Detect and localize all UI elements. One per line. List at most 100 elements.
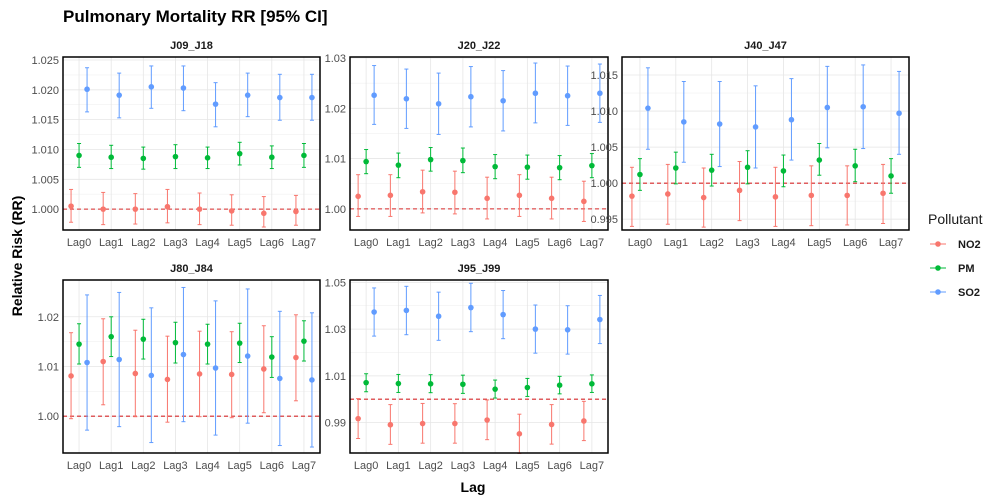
point-so2: [371, 92, 377, 99]
panel-j09-j18: 1.000 1.005 1.010 1.015 1.020 1.025 Lag0 Lag1 La…: [31, 40, 321, 249]
point-so2: [435, 313, 442, 320]
point-so2: [597, 90, 603, 97]
legend-item-so2: SO2: [930, 287, 980, 299]
point-pm: [492, 163, 498, 170]
x-tick-label: Lag3: [163, 460, 187, 472]
point-pm: [460, 157, 466, 164]
point-pm: [363, 379, 369, 386]
point-so2: [116, 356, 122, 363]
point-so2: [212, 365, 219, 371]
point-no2: [100, 206, 106, 212]
facet-label: J80_J84: [170, 263, 214, 275]
x-tick-label: Lag6: [547, 460, 571, 472]
x-tick-label: Lag5: [227, 460, 251, 472]
x-tick-label: Lag2: [131, 460, 155, 472]
point-no2: [355, 193, 361, 200]
x-tick-label: Lag1: [664, 237, 688, 249]
x-tick-label: Lag4: [771, 237, 795, 249]
point-so2: [244, 353, 251, 359]
point-so2: [277, 375, 283, 382]
x-tick-label: Lag7: [580, 237, 604, 249]
point-no2: [419, 420, 426, 427]
point-so2: [403, 95, 410, 102]
point-no2: [419, 188, 426, 195]
point-no2: [132, 206, 139, 212]
point-so2: [148, 372, 155, 379]
point-no2: [293, 354, 299, 361]
x-tick-label: Lag7: [292, 237, 316, 249]
y-tick-label: 1.01: [325, 154, 346, 166]
point-no2: [387, 192, 394, 199]
point-pm: [427, 381, 434, 387]
legend-item-no2: NO2: [930, 239, 981, 251]
point-no2: [880, 190, 886, 197]
panel-border: [349, 56, 609, 231]
panel-background: [622, 57, 909, 230]
x-tick-label: Lag0: [628, 237, 652, 249]
point-so2: [84, 86, 90, 93]
point-so2: [500, 311, 506, 318]
point-pm: [172, 339, 179, 346]
x-tick-label: Lag5: [515, 460, 539, 472]
point-so2: [468, 93, 474, 100]
point-pm: [780, 168, 787, 174]
panel-background: [350, 57, 608, 230]
y-tick-label: 1.03: [325, 53, 346, 65]
point-pm: [108, 154, 114, 161]
point-pm: [427, 156, 434, 163]
point-no2: [700, 194, 707, 201]
x-tick-label: Lag5: [807, 237, 831, 249]
x-tick-label: Lag2: [131, 237, 155, 249]
panel-border: [349, 279, 609, 454]
point-so2: [681, 119, 687, 125]
y-tick-label: 1.00: [38, 411, 59, 423]
point-no2: [387, 421, 394, 428]
y-tick-label: 1.005: [31, 174, 59, 186]
point-so2: [309, 377, 315, 383]
point-pm: [236, 150, 243, 157]
point-so2: [896, 110, 902, 117]
y-tick-label: 1.010: [31, 144, 59, 156]
point-no2: [516, 192, 523, 199]
point-pm: [816, 157, 823, 163]
point-no2: [196, 371, 203, 377]
point-pm: [269, 354, 275, 360]
x-tick-label: Lag3: [451, 460, 475, 472]
panel-j95-j99: 0.99 1.01 1.03 1.05 Lag0 Lag1 Lag2 Lag3 Lag4 Lag5…: [325, 263, 609, 472]
point-pm: [556, 164, 563, 171]
facet-label: J20_J22: [458, 40, 501, 52]
legend-label: NO2: [958, 239, 981, 251]
x-tick-label: Lag4: [195, 237, 219, 249]
point-so2: [148, 84, 155, 90]
point-pm: [269, 154, 275, 161]
legend-key-point: [935, 289, 941, 295]
y-tick-label: 1.01: [38, 362, 59, 374]
x-tick-label: Lag1: [386, 237, 410, 249]
point-no2: [772, 194, 779, 200]
panel-j20-j22: 1.00 1.01 1.02 1.03 Lag0 Lag1 Lag2 Lag3 Lag4 Lag5…: [325, 40, 609, 249]
x-tick-label: Lag3: [451, 237, 475, 249]
panel-border: [62, 56, 321, 231]
point-so2: [752, 124, 759, 130]
point-so2: [212, 101, 219, 107]
x-tick-label: Lag7: [580, 460, 604, 472]
point-so2: [788, 116, 795, 123]
point-so2: [468, 304, 474, 311]
point-no2: [355, 415, 361, 422]
point-so2: [500, 97, 506, 104]
point-no2: [261, 366, 267, 372]
y-tick-label: 1.010: [590, 106, 618, 118]
x-tick-label: Lag4: [195, 460, 219, 472]
point-so2: [84, 359, 90, 366]
point-so2: [277, 94, 283, 101]
y-tick-label: 1.05: [325, 277, 346, 289]
x-tick-label: Lag5: [227, 237, 251, 249]
point-so2: [532, 326, 539, 332]
y-tick-label: 1.01: [325, 371, 346, 383]
x-tick-label: Lag1: [99, 237, 123, 249]
point-pm: [204, 341, 211, 347]
point-so2: [180, 85, 187, 91]
point-so2: [860, 103, 866, 110]
point-pm: [888, 173, 894, 179]
